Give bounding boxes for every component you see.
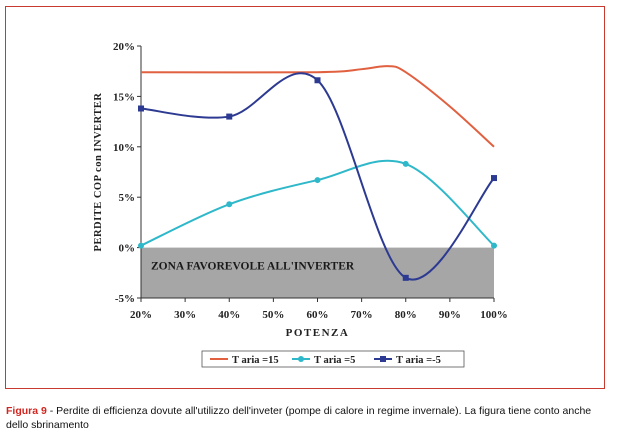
legend-box <box>201 350 465 368</box>
figure-caption: Figura 9 - Perdite di efficienza dovute … <box>6 404 610 432</box>
series-3-line <box>140 72 495 281</box>
x-tick-label: 100% <box>480 309 508 321</box>
series-2-point <box>138 242 144 249</box>
x-tick-label: 80% <box>395 309 417 321</box>
legend-series-3-label: T aria =-5 <box>396 355 441 366</box>
series-2-point <box>314 177 321 184</box>
series-2-point <box>402 160 409 167</box>
x-tick-label: 40% <box>218 309 240 321</box>
series-1-line <box>140 65 495 148</box>
figure-frame: ZONA FAVOREVOLE ALL'INVERTER -5% 0% 5% 10% 15… <box>5 6 605 389</box>
series-3-point <box>138 105 144 112</box>
legend-series-2-marker <box>298 356 304 362</box>
x-axis-title: POTENZA <box>286 327 350 339</box>
caption-label: Figura 9 <box>6 405 47 417</box>
favorable-zone-region <box>141 247 494 298</box>
x-tick-label: 90% <box>439 309 461 321</box>
y-tick-label: 5% <box>119 192 136 204</box>
favorable-zone-label: ZONA FAVOREVOLE ALL'INVERTER <box>151 261 355 273</box>
legend-series-3-marker <box>380 356 386 362</box>
series-2-point <box>226 201 233 208</box>
y-tick-label: 15% <box>113 91 135 103</box>
y-tick-label: 20% <box>113 41 135 53</box>
x-tick-label: 20% <box>130 309 152 321</box>
x-tick-label: 60% <box>307 309 329 321</box>
y-tick-label: -5% <box>115 293 135 305</box>
x-tick-label: 30% <box>174 309 196 321</box>
x-tick-label: 50% <box>262 309 284 321</box>
series-2-line <box>140 159 495 247</box>
series-3-point <box>226 113 233 120</box>
x-tick-label: 70% <box>351 309 373 321</box>
line-chart: ZONA FAVOREVOLE ALL'INVERTER -5% 0% 5% 10% 15… <box>93 41 508 368</box>
y-tick-label: 0% <box>119 243 136 255</box>
series-3-point <box>314 77 321 84</box>
series-2-point <box>491 242 497 249</box>
y-tick-label: 10% <box>113 142 135 154</box>
series-3-point <box>491 175 497 182</box>
y-axis-title: PERDITE COP con INVERTER <box>93 93 104 252</box>
series-3-point <box>402 274 409 281</box>
legend-series-2-label: T aria =5 <box>314 355 355 366</box>
caption-text: - Perdite di efficienza dovute all'utili… <box>6 405 592 431</box>
legend-series-1-label: T aria =15 <box>232 355 279 366</box>
